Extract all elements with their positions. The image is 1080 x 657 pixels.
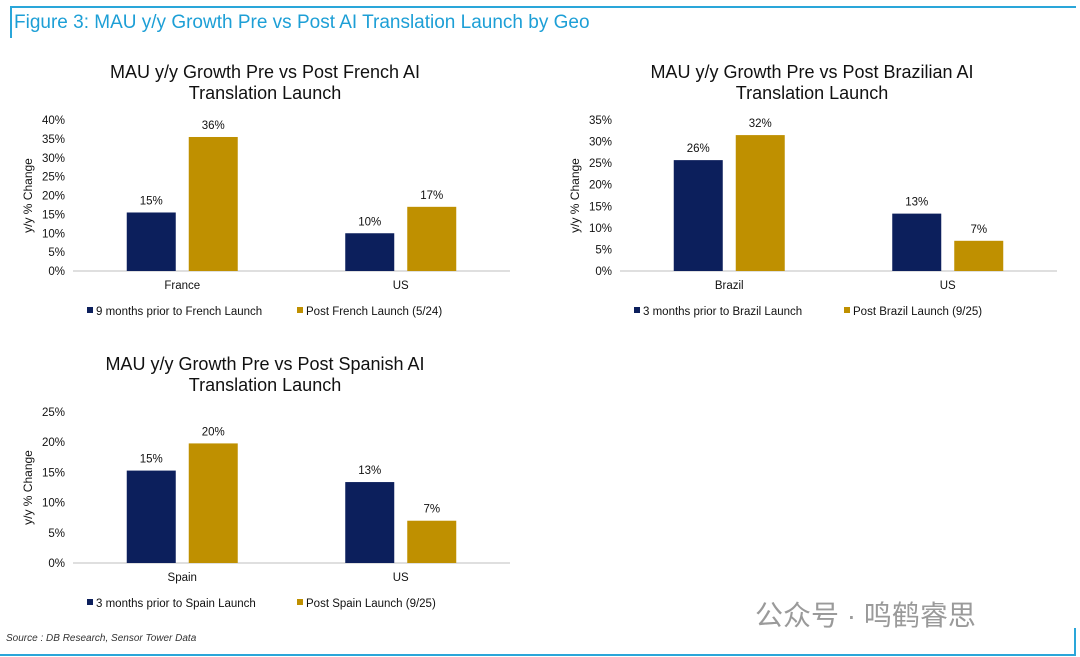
legend-entry: Post French Launch (5/24) — [306, 306, 442, 318]
y-tick-label: 5% — [595, 244, 612, 256]
data-label: 7% — [970, 224, 987, 236]
chart-french: MAU y/y Growth Pre vs Post French AITran… — [21, 62, 510, 318]
legend-entry: 9 months prior to French Launch — [96, 306, 262, 318]
y-tick-label: 20% — [42, 437, 65, 449]
chart-title: Translation Launch — [189, 83, 341, 103]
data-label: 20% — [202, 426, 225, 438]
bar-post — [188, 136, 238, 271]
y-tick-label: 0% — [48, 266, 65, 278]
x-tick-label: US — [940, 280, 956, 292]
y-axis-label: y/y % Change — [568, 158, 582, 233]
y-tick-label: 0% — [48, 558, 65, 570]
data-label: 10% — [358, 216, 381, 228]
y-tick-label: 35% — [42, 134, 65, 146]
x-tick-label: US — [393, 280, 409, 292]
data-label: 13% — [358, 465, 381, 477]
y-tick-label: 40% — [42, 115, 65, 127]
bar-post — [407, 520, 457, 563]
bar-pre — [673, 160, 723, 271]
data-label: 17% — [420, 190, 443, 202]
y-tick-label: 15% — [589, 201, 612, 213]
y-tick-label: 30% — [589, 137, 612, 149]
data-label: 36% — [202, 120, 225, 132]
right-rule — [1074, 628, 1076, 656]
source-note: Source : DB Research, Sensor Tower Data — [6, 633, 197, 644]
bar-pre — [126, 212, 176, 271]
y-tick-label: 25% — [589, 158, 612, 170]
legend-entry: 3 months prior to Spain Launch — [96, 598, 256, 610]
data-label: 26% — [687, 143, 710, 155]
chart-spanish: MAU y/y Growth Pre vs Post Spanish AITra… — [21, 354, 510, 610]
y-axis-label: y/y % Change — [21, 158, 35, 233]
y-tick-label: 20% — [42, 191, 65, 203]
legend-entry: Post Brazil Launch (9/25) — [853, 306, 982, 318]
bar-post — [954, 240, 1004, 271]
y-tick-label: 5% — [48, 528, 65, 540]
y-tick-label: 35% — [589, 115, 612, 127]
bar-pre — [345, 482, 395, 563]
data-label: 7% — [423, 504, 440, 516]
top-rule — [10, 6, 1076, 8]
legend-swatch — [844, 307, 850, 313]
data-label: 13% — [905, 197, 928, 209]
chart-title: MAU y/y Growth Pre vs Post Spanish AI — [105, 354, 424, 374]
data-label: 15% — [140, 454, 163, 466]
y-tick-label: 10% — [589, 223, 612, 235]
data-label: 32% — [749, 118, 772, 130]
x-tick-label: France — [164, 280, 200, 292]
x-tick-label: Brazil — [715, 280, 744, 292]
y-tick-label: 10% — [42, 228, 65, 240]
y-tick-label: 10% — [42, 498, 65, 510]
y-tick-label: 25% — [42, 172, 65, 184]
y-tick-label: 0% — [595, 266, 612, 278]
chart-title: MAU y/y Growth Pre vs Post Brazilian AI — [650, 62, 973, 82]
legend-swatch — [634, 307, 640, 313]
data-label: 15% — [140, 195, 163, 207]
y-tick-label: 20% — [589, 180, 612, 192]
chart-title: Translation Launch — [736, 83, 888, 103]
bar-post — [188, 443, 238, 563]
bar-pre — [126, 470, 176, 563]
y-axis-label: y/y % Change — [21, 450, 35, 525]
legend-entry: Post Spain Launch (9/25) — [306, 598, 436, 610]
chart-title: Translation Launch — [189, 375, 341, 395]
legend-swatch — [297, 599, 303, 605]
y-tick-label: 5% — [48, 247, 65, 259]
legend-entry: 3 months prior to Brazil Launch — [643, 306, 802, 318]
bar-post — [735, 135, 785, 271]
bottom-rule — [0, 654, 1076, 656]
chart-title: MAU y/y Growth Pre vs Post French AI — [110, 62, 420, 82]
bar-post — [407, 206, 457, 271]
left-rule — [10, 6, 12, 38]
figure-title: Figure 3: MAU y/y Growth Pre vs Post AI … — [14, 12, 590, 33]
chart-brazilian: MAU y/y Growth Pre vs Post Brazilian AIT… — [568, 62, 1057, 318]
legend-swatch — [87, 599, 93, 605]
legend-swatch — [297, 307, 303, 313]
watermark: 公众号 · 鸣鹤睿思 — [755, 600, 976, 631]
bar-pre — [892, 213, 942, 271]
y-tick-label: 25% — [42, 407, 65, 419]
y-tick-label: 15% — [42, 209, 65, 221]
x-tick-label: Spain — [168, 572, 197, 584]
x-tick-label: US — [393, 572, 409, 584]
y-tick-label: 15% — [42, 467, 65, 479]
legend-swatch — [87, 307, 93, 313]
bar-pre — [345, 233, 395, 271]
y-tick-label: 30% — [42, 153, 65, 165]
